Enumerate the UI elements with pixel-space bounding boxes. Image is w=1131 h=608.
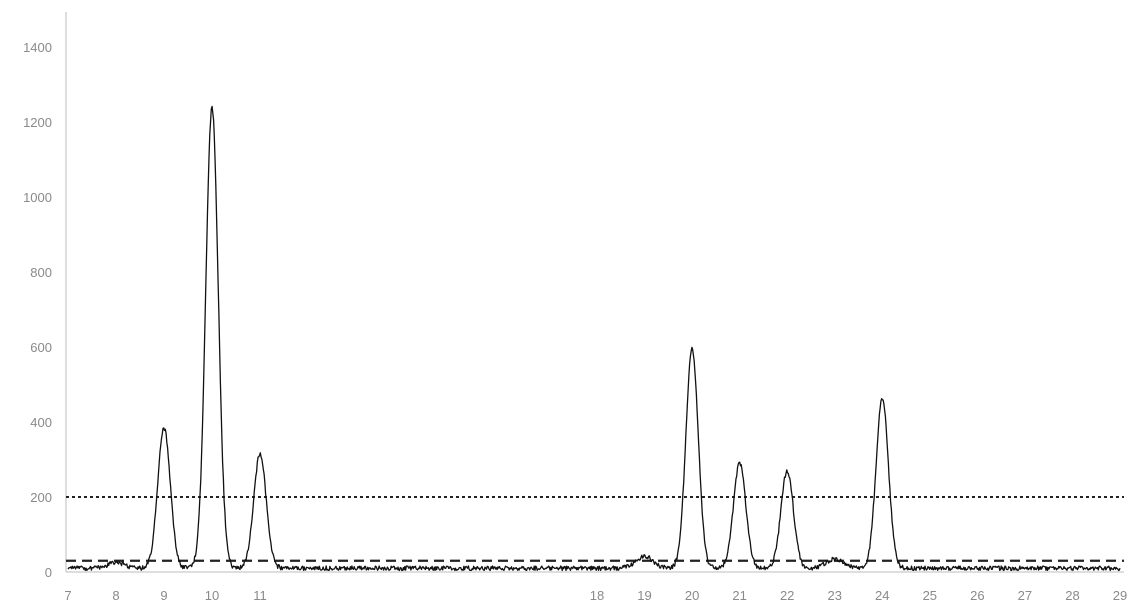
x-tick-label: 27 — [1018, 588, 1032, 603]
y-tick-label: 1000 — [23, 190, 52, 205]
y-tick-label: 1400 — [23, 40, 52, 55]
signal-line — [67, 105, 1121, 572]
x-tick-label: 7 — [64, 588, 71, 603]
x-tick-label: 18 — [590, 588, 604, 603]
x-tick-label: 10 — [205, 588, 219, 603]
y-tick-label: 0 — [45, 565, 52, 580]
x-tick-label: 25 — [923, 588, 937, 603]
x-tick-label: 29 — [1113, 588, 1127, 603]
y-tick-label: 600 — [30, 340, 52, 355]
x-axis: 7 8 9 10 11 18 19 20 21 22 23 24 25 26 27 28 29 — [64, 571, 1127, 603]
x-tick-label: 21 — [732, 588, 746, 603]
x-tick-label: 9 — [160, 588, 167, 603]
y-tick-label: 200 — [30, 490, 52, 505]
x-tick-label: 22 — [780, 588, 794, 603]
x-tick-label: 11 — [253, 588, 267, 603]
x-tick-label: 20 — [685, 588, 699, 603]
x-tick-label: 23 — [827, 588, 841, 603]
x-tick-label: 26 — [970, 588, 984, 603]
x-tick-label: 8 — [112, 588, 119, 603]
y-tick-label: 400 — [30, 415, 52, 430]
threshold-lines — [66, 496, 1124, 562]
x-tick-label: 24 — [875, 588, 889, 603]
x-tick-label: 19 — [637, 588, 651, 603]
y-tick-label: 1200 — [23, 115, 52, 130]
y-axis: 0 200 400 600 800 1000 1200 1400 — [23, 12, 67, 580]
peak-point — [882, 397, 883, 398]
x-tick-label: 28 — [1065, 588, 1079, 603]
y-tick-label: 800 — [30, 265, 52, 280]
series — [67, 105, 1121, 572]
